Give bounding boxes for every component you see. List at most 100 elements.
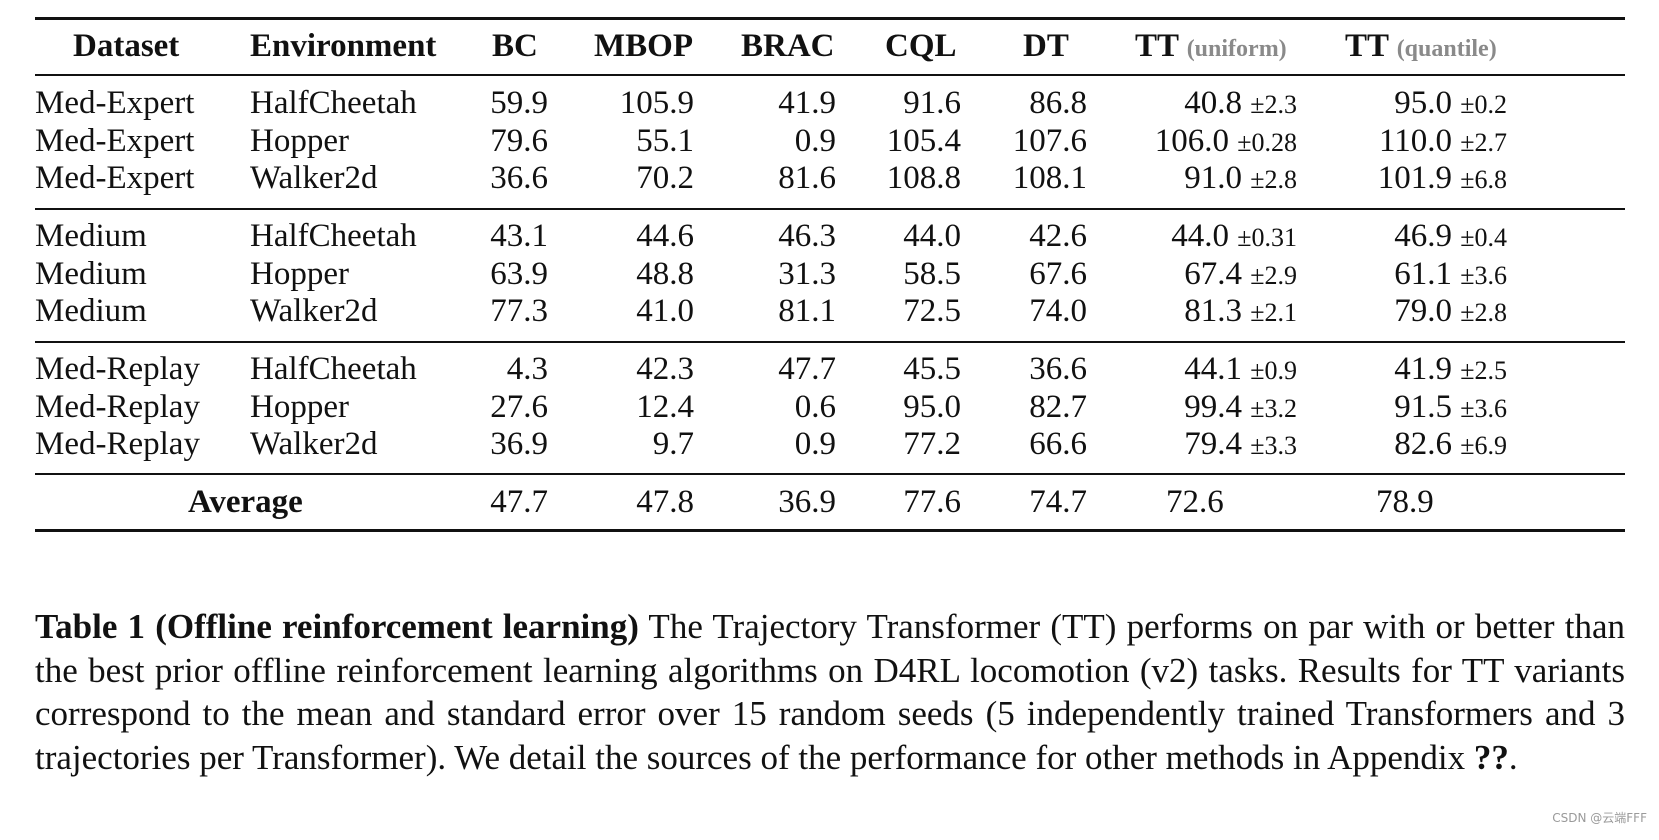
- cell-cql: 91.6: [903, 85, 961, 121]
- cell-dataset: Med-Expert: [35, 122, 195, 159]
- cell-tt-uniform: 79.4 ±3.3: [1184, 424, 1297, 466]
- tt-uniform-mean: 99.4: [1184, 388, 1242, 425]
- cell-env: Walker2d: [250, 426, 378, 462]
- cell-tt-uniform: 91.0 ±2.8: [1184, 158, 1297, 200]
- tt-quantile-mean: 110.0: [1378, 122, 1452, 159]
- tt-quantile-stderr: ±6.9: [1460, 431, 1507, 460]
- average-label: Average: [188, 484, 303, 520]
- cell-dt: 36.6: [1029, 351, 1087, 387]
- cell-dt: 74.0: [1029, 293, 1087, 329]
- cell-env: Hopper: [250, 255, 349, 292]
- average-tt-quantile: 78.9: [1376, 484, 1434, 520]
- cell-dataset: Medium: [35, 255, 147, 292]
- tt-quantile-mean: 61.1: [1394, 255, 1452, 292]
- cell-cql: 58.5: [903, 255, 961, 292]
- cell-bc: 36.9: [490, 426, 548, 462]
- cell-tt-quantile: 41.9 ±2.5: [1394, 349, 1507, 391]
- table-top-rule: [35, 17, 1625, 20]
- tt-uniform-mean: 81.3: [1184, 293, 1242, 329]
- cell-dt: 107.6: [1012, 122, 1087, 159]
- cell-brac: 81.1: [778, 293, 836, 329]
- table-bottom-rule: [35, 529, 1625, 532]
- tt-quantile-stderr: ±3.6: [1460, 393, 1507, 423]
- cell-dt: 42.6: [1029, 218, 1087, 254]
- cell-env: Walker2d: [250, 293, 378, 329]
- header-bc: BC: [492, 28, 538, 64]
- cell-mbop: 42.3: [636, 351, 694, 387]
- tt-uniform-stderr: ±2.3: [1250, 90, 1297, 119]
- tt-uniform-stderr: ±0.9: [1250, 356, 1297, 385]
- cell-env: Walker2d: [250, 160, 378, 196]
- cell-mbop: 55.1: [636, 122, 694, 159]
- watermark: CSDN @云端FFF: [1552, 811, 1647, 825]
- cell-bc: 77.3: [490, 293, 548, 329]
- average-bc: 47.7: [490, 484, 548, 520]
- tt-quantile-mean: 91.5: [1394, 388, 1452, 425]
- header-cql: CQL: [885, 28, 957, 64]
- tt-uniform-stderr: ±2.9: [1250, 260, 1297, 290]
- cell-dataset: Med-Expert: [35, 85, 195, 121]
- group-rule-2: [35, 341, 1625, 343]
- cell-dataset: Medium: [35, 218, 147, 254]
- cell-dataset: Med-Replay: [35, 426, 200, 462]
- cell-tt-quantile: 91.5 ±3.6: [1394, 387, 1507, 429]
- cell-tt-quantile: 82.6 ±6.9: [1394, 424, 1507, 466]
- cell-bc: 79.6: [490, 122, 548, 159]
- header-mbop: MBOP: [594, 28, 693, 64]
- tt-quantile-stderr: ±0.2: [1460, 90, 1507, 119]
- table-caption: Table 1 (Offline reinforcement learning)…: [35, 605, 1625, 779]
- cell-bc: 43.1: [490, 218, 548, 254]
- tt-quantile-mean: 95.0: [1394, 85, 1452, 121]
- cell-tt-quantile: 61.1 ±3.6: [1394, 254, 1507, 296]
- cell-cql: 77.2: [903, 426, 961, 462]
- cell-brac: 31.3: [778, 255, 836, 292]
- tt-uniform-mean: 79.4: [1184, 426, 1242, 462]
- cell-bc: 63.9: [490, 255, 548, 292]
- header-tt-quantile-main: TT: [1345, 28, 1389, 64]
- cell-env: Hopper: [250, 122, 349, 159]
- cell-env: HalfCheetah: [250, 351, 417, 387]
- cell-cql: 45.5: [903, 351, 961, 387]
- tt-uniform-stderr: ±2.8: [1250, 165, 1297, 194]
- cell-cql: 105.4: [886, 122, 961, 159]
- cell-brac: 0.6: [794, 388, 836, 425]
- tt-quantile-stderr: ±0.4: [1460, 223, 1507, 252]
- tt-uniform-stderr: ±3.3: [1250, 431, 1297, 460]
- tt-uniform-stderr: ±0.28: [1237, 127, 1297, 157]
- cell-cql: 108.8: [886, 160, 961, 196]
- header-tt-quantile: TT (quantile): [1345, 26, 1497, 69]
- cell-bc: 59.9: [490, 85, 548, 121]
- cell-mbop: 41.0: [636, 293, 694, 329]
- average-mbop: 47.8: [636, 484, 694, 520]
- cell-tt-quantile: 79.0 ±2.8: [1394, 291, 1507, 333]
- tt-quantile-stderr: ±2.7: [1460, 127, 1507, 157]
- tt-quantile-stderr: ±2.8: [1460, 298, 1507, 327]
- cell-brac: 47.7: [778, 351, 836, 387]
- cell-dt: 86.8: [1029, 85, 1087, 121]
- cell-cql: 95.0: [903, 388, 961, 425]
- cell-mbop: 12.4: [636, 388, 694, 425]
- cell-dataset: Med-Replay: [35, 351, 200, 387]
- cell-tt-quantile: 110.0 ±2.7: [1379, 121, 1507, 163]
- cell-brac: 81.6: [778, 160, 836, 196]
- cell-tt-uniform: 81.3 ±2.1: [1184, 291, 1297, 333]
- average-brac: 36.9: [778, 484, 836, 520]
- tt-uniform-mean: 67.4: [1184, 255, 1242, 292]
- cell-bc: 27.6: [490, 388, 548, 425]
- cell-dataset: Medium: [35, 293, 147, 329]
- group-rule-1: [35, 208, 1625, 210]
- cell-tt-uniform: 67.4 ±2.9: [1184, 254, 1297, 296]
- tt-quantile-mean: 46.9: [1394, 218, 1452, 254]
- cell-mbop: 9.7: [652, 426, 694, 462]
- cell-dt: 66.6: [1029, 426, 1087, 462]
- tt-quantile-mean: 79.0: [1394, 293, 1452, 329]
- cell-tt-uniform: 44.0 ±0.31: [1171, 216, 1297, 258]
- header-dataset: Dataset: [73, 28, 180, 64]
- cell-brac: 46.3: [778, 218, 836, 254]
- tt-uniform-stderr: ±2.1: [1250, 298, 1297, 327]
- caption-title: Table 1 (Offline reinforcement learning): [35, 607, 639, 646]
- tt-uniform-stderr: ±3.2: [1250, 393, 1297, 423]
- cell-bc: 4.3: [506, 351, 548, 387]
- cell-tt-uniform: 44.1 ±0.9: [1184, 349, 1297, 391]
